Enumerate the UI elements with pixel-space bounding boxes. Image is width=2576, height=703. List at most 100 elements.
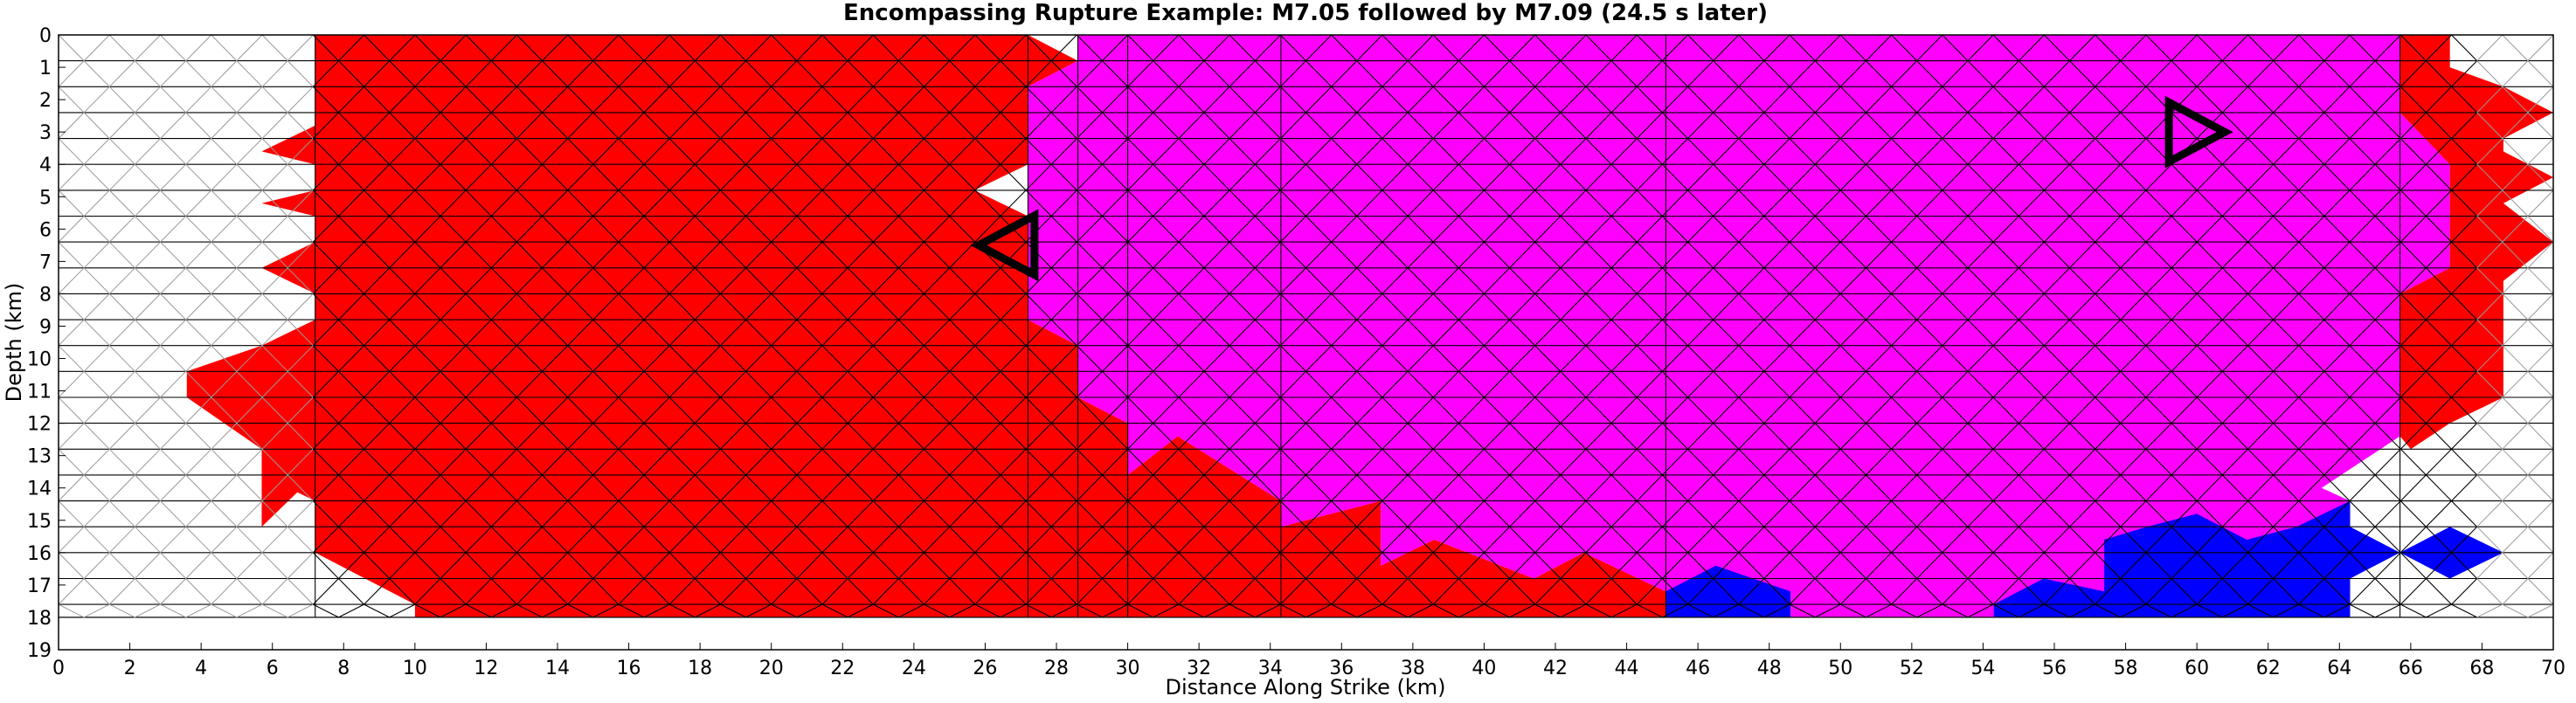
mesh-edge (1356, 267, 1383, 294)
mesh-edge (389, 526, 416, 554)
mesh-edge (771, 370, 798, 398)
mesh-edge (2196, 526, 2223, 554)
y-tick-label: 18 (27, 608, 52, 630)
mesh-edge (490, 474, 517, 501)
mesh-edge (83, 35, 110, 61)
mesh-edge (135, 190, 161, 217)
mesh-edge (2374, 60, 2401, 87)
mesh-edge (796, 112, 823, 139)
mesh-edge (1127, 138, 1154, 165)
mesh-edge (1331, 552, 1358, 579)
mesh-edge (2426, 293, 2452, 320)
mesh-edge (1000, 267, 1027, 294)
mesh-edge (567, 526, 594, 554)
mesh-edge (2145, 319, 2172, 347)
mesh-edge (974, 86, 1001, 114)
mesh-edge (2426, 138, 2452, 165)
mesh-edge (1916, 500, 1943, 527)
mesh-edge (1891, 345, 1918, 372)
mesh-edge (2349, 474, 2376, 501)
mesh-edge (1916, 267, 1943, 294)
mesh-edge (236, 319, 263, 347)
mesh-edge (872, 112, 899, 139)
mesh-edge (847, 60, 874, 87)
mesh-edge (1203, 578, 1230, 605)
mesh-edge (2298, 163, 2325, 191)
mesh-edge (1178, 526, 1205, 554)
mesh-edge (211, 319, 238, 347)
mesh-edge (2247, 552, 2274, 579)
mesh-edge (2451, 163, 2478, 191)
mesh-edge (2044, 190, 2070, 217)
mesh-edge (1381, 112, 1409, 139)
mesh-edge (1891, 138, 1918, 165)
mesh-edge (771, 448, 798, 476)
mesh-edge (1076, 138, 1103, 165)
mesh-edge (2044, 112, 2070, 139)
y-tick-label: 14 (27, 479, 52, 500)
mesh-edge (2120, 370, 2147, 398)
mesh-edge (771, 423, 798, 450)
mesh-edge (1916, 603, 1943, 618)
mesh-edge (2247, 474, 2274, 501)
mesh-edge (1280, 578, 1306, 605)
mesh-edge (2273, 603, 2299, 618)
mesh-edge (821, 267, 848, 294)
mesh-edge (414, 216, 441, 243)
mesh-edge (1407, 396, 1434, 424)
mesh-edge (1331, 370, 1358, 398)
mesh-edge (2171, 35, 2198, 61)
mesh-edge (949, 60, 976, 87)
mesh-edge (414, 578, 441, 605)
mesh-edge (2349, 603, 2376, 618)
mesh-edge (1458, 500, 1485, 527)
mesh-edge (414, 474, 441, 501)
mesh-edge (974, 526, 1001, 554)
mesh-edge (720, 526, 746, 554)
mesh-edge (2374, 396, 2401, 424)
mesh-edge (1534, 474, 1562, 501)
mesh-edge (1407, 60, 1434, 87)
mesh-edge (389, 500, 416, 527)
mesh-edge (389, 448, 416, 476)
mesh-edge (542, 474, 569, 501)
mesh-edge (2171, 474, 2198, 501)
mesh-edge (1610, 370, 1638, 398)
mesh-edge (771, 345, 798, 372)
mesh-edge (796, 578, 823, 605)
mesh-edge (898, 293, 924, 320)
mesh-edge (643, 86, 670, 114)
mesh-edge (1814, 138, 1841, 165)
mesh-edge (185, 552, 212, 579)
plot-frame (58, 34, 2554, 651)
mesh-edge (1967, 500, 1994, 527)
mesh-edge (1331, 603, 1358, 618)
mesh-edge (1585, 345, 1612, 372)
mesh-edge (1942, 552, 1969, 579)
x-tick-label: 40 (1472, 658, 1496, 679)
mesh-edge (821, 578, 848, 605)
mesh-edge (2196, 345, 2223, 372)
mesh-edge (720, 216, 746, 243)
mesh-edge (1331, 190, 1358, 217)
mesh-edge (1025, 578, 1052, 605)
mesh-edge (1050, 216, 1077, 243)
mesh-edge (2502, 163, 2529, 191)
mesh-edge (567, 319, 594, 347)
mesh-edge (1025, 190, 1052, 217)
mesh-edge (1610, 138, 1638, 165)
mesh-edge (516, 500, 543, 527)
mesh-edge (567, 474, 594, 501)
mesh-edge (1305, 319, 1333, 347)
mesh-edge (440, 190, 467, 217)
mesh-edge (1356, 345, 1383, 372)
mesh-edge (236, 603, 263, 618)
mesh-edge (1153, 396, 1180, 424)
mesh-edge (2095, 60, 2122, 87)
mesh-edge (1331, 112, 1358, 139)
mesh-edge (1763, 578, 1790, 605)
mesh-edge (847, 526, 874, 554)
mesh-edge (1484, 293, 1510, 320)
mesh-edge (2171, 267, 2198, 294)
mesh-edge (1763, 163, 1790, 191)
